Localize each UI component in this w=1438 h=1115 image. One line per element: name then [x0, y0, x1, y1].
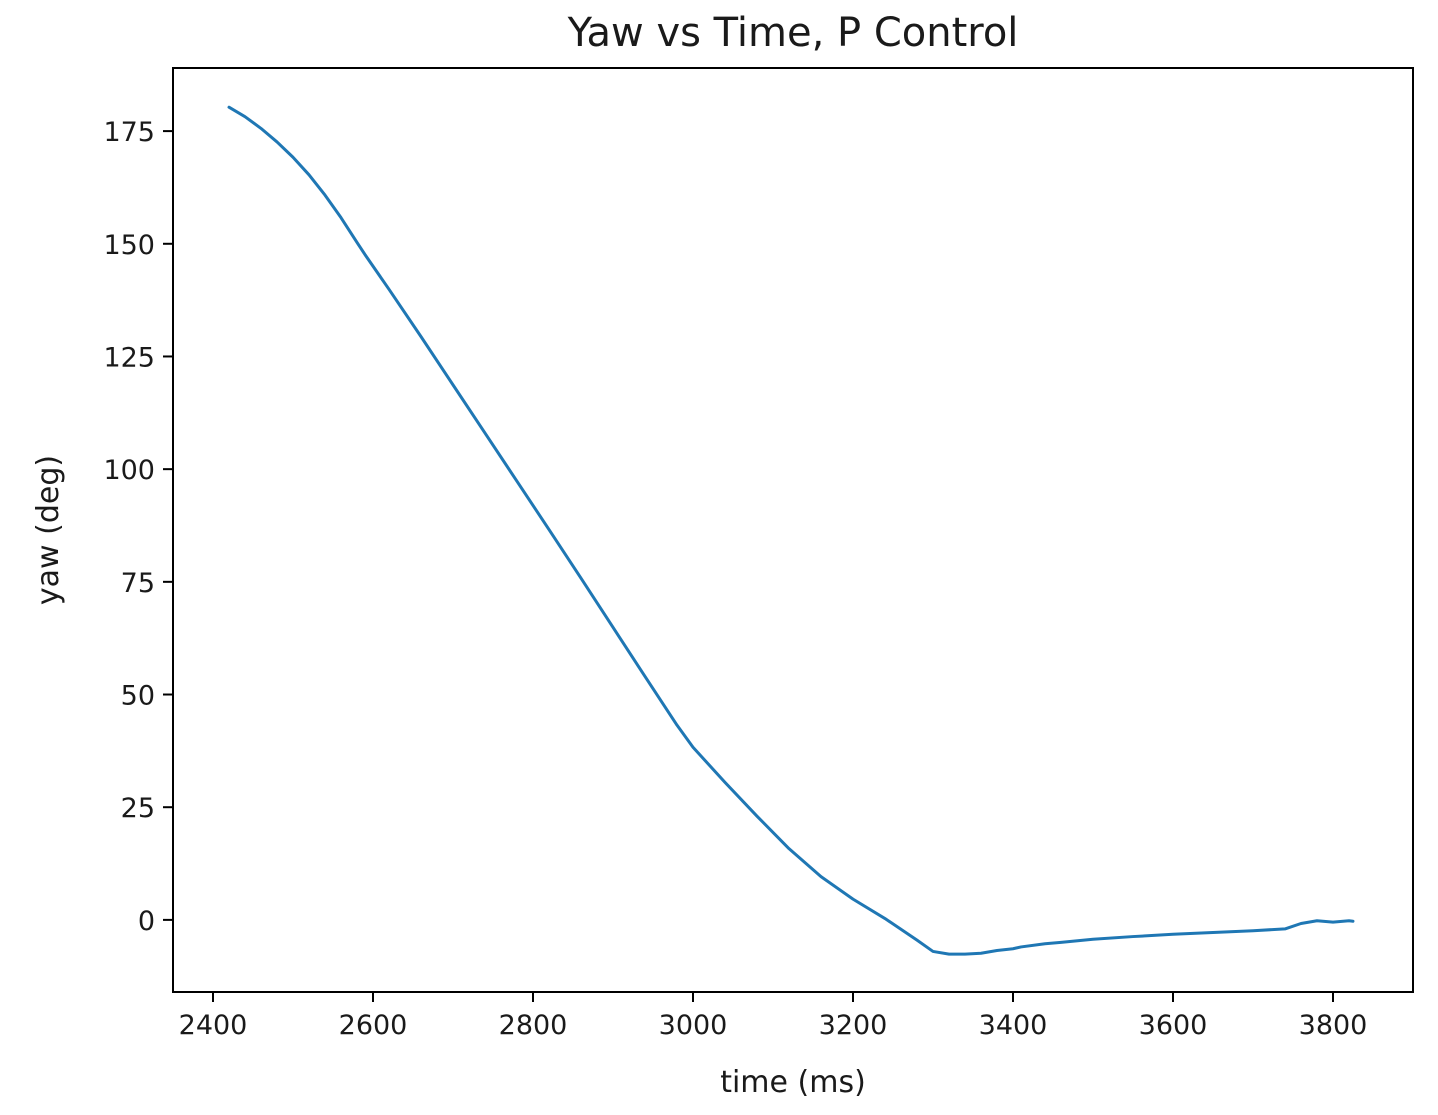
y-axis-label: yaw (deg): [31, 455, 66, 605]
x-tick-label: 3200: [819, 1010, 888, 1041]
x-tick-label: 2800: [499, 1010, 568, 1041]
y-tick-label: 50: [121, 681, 155, 712]
x-tick-label: 3000: [659, 1010, 728, 1041]
y-tick-label: 150: [103, 230, 155, 261]
x-axis-label: time (ms): [720, 1065, 866, 1100]
y-tick-label: 75: [121, 568, 155, 599]
x-tick-label: 3600: [1139, 1010, 1208, 1041]
y-tick-label: 100: [103, 455, 155, 486]
series-line-0: [227, 105, 1355, 956]
chart-title: Yaw vs Time, P Control: [567, 10, 1019, 56]
plot-area-frame: [172, 67, 1414, 993]
x-tick-label: 2600: [339, 1010, 408, 1041]
y-tick-label: 0: [138, 906, 155, 937]
y-tick-label: 175: [103, 117, 155, 148]
y-tick-label: 25: [121, 793, 155, 824]
x-tick-label: 3800: [1299, 1010, 1368, 1041]
x-tick-label: 2400: [179, 1010, 248, 1041]
x-tick-label: 3400: [979, 1010, 1048, 1041]
y-tick-label: 125: [103, 342, 155, 373]
